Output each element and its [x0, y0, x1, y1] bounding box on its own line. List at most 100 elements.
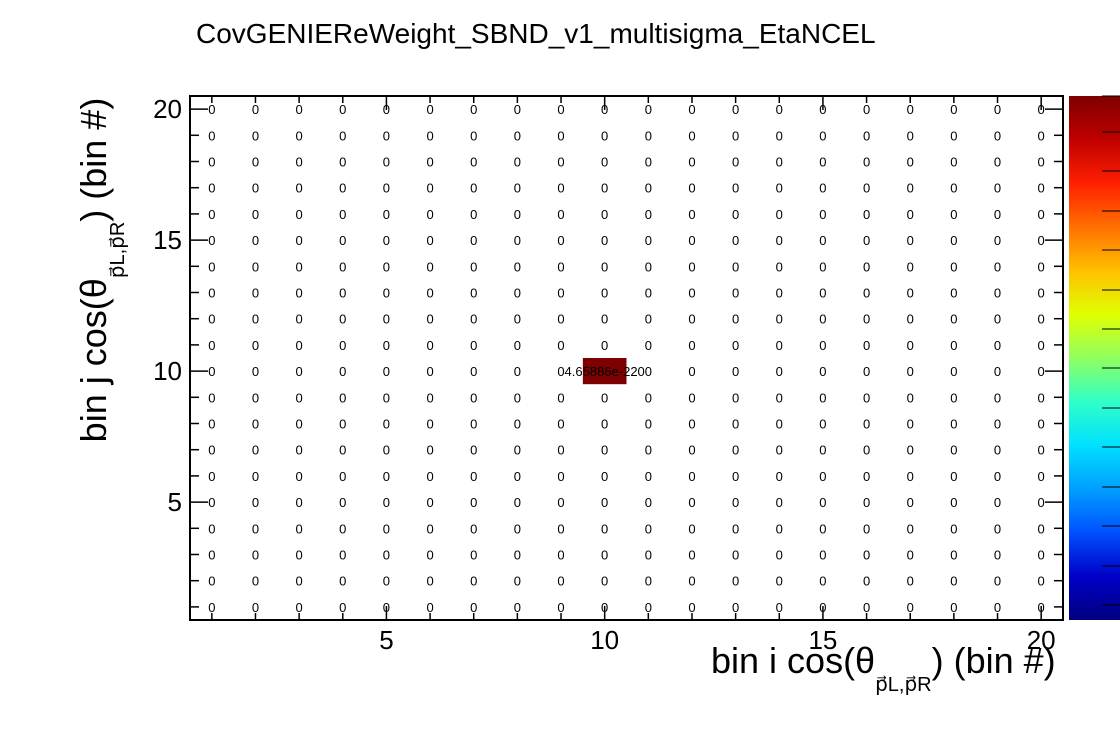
cell-value-label: 0	[819, 155, 826, 170]
cell-value-label: 0	[426, 600, 433, 615]
plot-frame	[189, 95, 1064, 621]
cell-value-label: 0	[339, 233, 346, 248]
cell-value-label: 0	[383, 155, 390, 170]
cell-value-label: 0	[776, 521, 783, 536]
cell-value-label: 4.65886e-220	[565, 364, 645, 379]
cell-value-label: 0	[994, 574, 1001, 589]
cell-value-label: 0	[994, 233, 1001, 248]
cell-value-label: 0	[426, 233, 433, 248]
cell-value-label: 0	[208, 469, 215, 484]
cell-value-label: 0	[863, 155, 870, 170]
cell-value-label: 0	[470, 312, 477, 327]
cell-value-label: 0	[252, 574, 259, 589]
cell-value-label: 0	[601, 207, 608, 222]
cell-value-label: 0	[601, 390, 608, 405]
cell-value-label: 0	[907, 312, 914, 327]
cell-value-label: 0	[557, 207, 564, 222]
cell-value-label: 0	[383, 233, 390, 248]
cell-value-label: 0	[776, 495, 783, 510]
cell-value-label: 0	[732, 155, 739, 170]
cell-value-label: 0	[296, 259, 303, 274]
cell-value-label: 0	[339, 417, 346, 432]
cell-value-label: 0	[296, 286, 303, 301]
cell-value-label: 0	[994, 338, 1001, 353]
cell-value-label: 0	[426, 521, 433, 536]
cell-value-label: 0	[601, 233, 608, 248]
cell-value-label: 0	[819, 364, 826, 379]
cell-value-label: 0	[470, 600, 477, 615]
cell-value-label: 0	[383, 259, 390, 274]
cell-value-label: 0	[514, 233, 521, 248]
x-tick-label: 20	[1027, 625, 1056, 655]
y-axis-label: bin j cos(θp⃗L,p⃗R) (bin #)	[73, 98, 129, 443]
cell-value-label: 0	[776, 259, 783, 274]
cell-value-label: 0	[732, 286, 739, 301]
x-tick-label: 15	[808, 625, 837, 655]
x-axis-label-subscript: p⃗L,p⃗R	[875, 674, 932, 696]
x-tick-label: 10	[590, 625, 619, 655]
cell-value-label: 0	[819, 495, 826, 510]
cell-value-label: 0	[252, 102, 259, 117]
cell-value-label: 0	[688, 338, 695, 353]
cell-value-label: 0	[470, 338, 477, 353]
cell-value-label: 0	[732, 443, 739, 458]
cell-value-label: 0	[426, 207, 433, 222]
cell-value-label: 0	[296, 102, 303, 117]
cell-value-label: 0	[1038, 233, 1045, 248]
cell-value-label: 0	[383, 417, 390, 432]
cell-value-label: 0	[776, 469, 783, 484]
cell-value-label: 0	[339, 390, 346, 405]
cell-value-label: 0	[296, 155, 303, 170]
cell-value-label: 0	[208, 338, 215, 353]
cell-value-label: 0	[252, 364, 259, 379]
y-axis-label-main: bin j cos(θ	[73, 278, 114, 443]
cell-value-label: 0	[514, 286, 521, 301]
cell-value-label: 0	[688, 469, 695, 484]
cell-value-label: 0	[863, 521, 870, 536]
cell-value-label: 0	[950, 155, 957, 170]
cell-value-label: 0	[557, 364, 564, 379]
cell-value-label: 0	[907, 338, 914, 353]
cell-value-label: 0	[470, 102, 477, 117]
cell-value-label: 0	[208, 233, 215, 248]
cell-value-label: 0	[514, 548, 521, 563]
cell-value-label: 0	[208, 417, 215, 432]
cell-value-label: 0	[383, 495, 390, 510]
cell-value-label: 0	[514, 364, 521, 379]
cell-value-label: 0	[994, 181, 1001, 196]
cell-value-label: 0	[863, 417, 870, 432]
cell-value-label: 0	[557, 128, 564, 143]
cell-value-label: 0	[470, 233, 477, 248]
cell-value-label: 0	[645, 181, 652, 196]
cell-value-label: 0	[950, 338, 957, 353]
cell-value-label: 0	[470, 390, 477, 405]
cell-value-label: 0	[252, 181, 259, 196]
cell-value-label: 0	[557, 312, 564, 327]
cell-value-label: 0	[252, 207, 259, 222]
cell-value-label: 0	[339, 574, 346, 589]
cell-value-label: 0	[732, 574, 739, 589]
cell-value-label: 0	[950, 417, 957, 432]
cell-value-label: 0	[994, 259, 1001, 274]
cell-value-label: 0	[557, 233, 564, 248]
cell-value-label: 0	[776, 338, 783, 353]
cell-value-label: 0	[645, 443, 652, 458]
cell-value-label: 0	[601, 443, 608, 458]
y-tick-label: 20	[153, 94, 182, 124]
cell-value-label: 0	[470, 469, 477, 484]
cell-value-label: 0	[252, 312, 259, 327]
heatmap-cell	[582, 358, 627, 385]
cell-value-label: 0	[252, 417, 259, 432]
cell-value-label: 0	[907, 600, 914, 615]
cell-value-label: 0	[950, 181, 957, 196]
cell-value-label: 0	[557, 469, 564, 484]
cell-value-label: 0	[776, 312, 783, 327]
cell-value-label: 0	[339, 286, 346, 301]
cell-value-label: 0	[645, 312, 652, 327]
cell-value-label: 0	[907, 155, 914, 170]
cell-value-label: 0	[426, 312, 433, 327]
cell-value-label: 0	[252, 390, 259, 405]
cell-value-label: 0	[776, 574, 783, 589]
cell-value-label: 0	[557, 338, 564, 353]
cell-value-label: 0	[1038, 181, 1045, 196]
